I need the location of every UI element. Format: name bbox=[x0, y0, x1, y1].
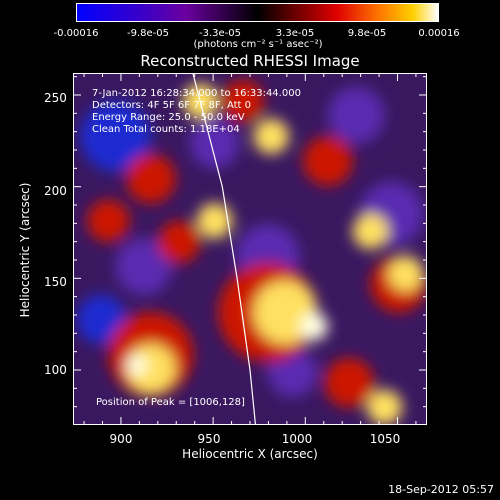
intensity-blob bbox=[221, 79, 265, 123]
colorbar-tick: -3.3e-05 bbox=[199, 28, 241, 39]
intensity-blob bbox=[366, 389, 403, 425]
solar-limb-line bbox=[192, 73, 257, 425]
x-tick-label: 1000 bbox=[281, 432, 313, 446]
colorbar-tick: 3.3e-05 bbox=[275, 28, 315, 39]
intensity-blob bbox=[76, 294, 127, 345]
colorbar-tick: 9.8e-05 bbox=[347, 28, 387, 39]
intensity-blob bbox=[126, 153, 176, 204]
peak-position-label: Position of Peak = [1006,128] bbox=[96, 397, 245, 408]
heatmap-plot bbox=[73, 73, 427, 425]
intensity-blob bbox=[196, 203, 233, 239]
x-axis-label: Heliocentric X (arcsec) bbox=[182, 447, 318, 461]
intensity-blob bbox=[299, 312, 328, 341]
info-time: 7-Jan-2012 16:28:34.000 to 16:33:44.000 bbox=[92, 88, 301, 99]
intensity-blob bbox=[126, 354, 148, 376]
colorbar bbox=[76, 3, 439, 22]
intensity-blob bbox=[327, 86, 385, 144]
intensity-blob bbox=[157, 220, 201, 264]
info-detectors: Detectors: 4F 5F 6F 7F 8F, Att 0 bbox=[92, 100, 252, 111]
x-tick-label: 1050 bbox=[369, 432, 401, 446]
timestamp-footer: 18-Sep-2012 05:57 bbox=[388, 483, 494, 496]
chart-title: Reconstructed RHESSI Image bbox=[140, 52, 360, 70]
intensity-blob bbox=[352, 213, 389, 250]
info-method: Clean Total counts: 1.18E+04 bbox=[92, 124, 240, 135]
intensity-blob bbox=[388, 255, 424, 292]
y-axis-label: Heliocentric Y (arcsec) bbox=[18, 182, 32, 318]
intensity-blob bbox=[87, 199, 130, 243]
x-tick-label: 900 bbox=[109, 432, 133, 446]
y-tick-label: 250 bbox=[44, 91, 67, 105]
info-energy: Energy Range: 25.0 - 50.0 keV bbox=[92, 112, 245, 123]
intensity-blob bbox=[324, 357, 374, 408]
colorbar-unit: (photons cm⁻² s⁻¹ asec⁻²) bbox=[193, 39, 323, 50]
colorbar-tick: -9.8e-05 bbox=[127, 28, 169, 39]
intensity-blob bbox=[253, 118, 289, 155]
intensity-blob bbox=[303, 136, 353, 186]
intensity-blob bbox=[115, 238, 173, 295]
intensity-blob bbox=[189, 118, 240, 169]
colorbar-tick: -0.00016 bbox=[53, 28, 99, 39]
intensity-blob bbox=[80, 100, 151, 172]
y-tick-label: 150 bbox=[44, 275, 67, 289]
x-tick-label: 950 bbox=[197, 432, 221, 446]
y-tick-label: 200 bbox=[44, 184, 67, 198]
y-tick-label: 100 bbox=[44, 363, 67, 377]
colorbar-tick: 0.00016 bbox=[418, 28, 460, 39]
